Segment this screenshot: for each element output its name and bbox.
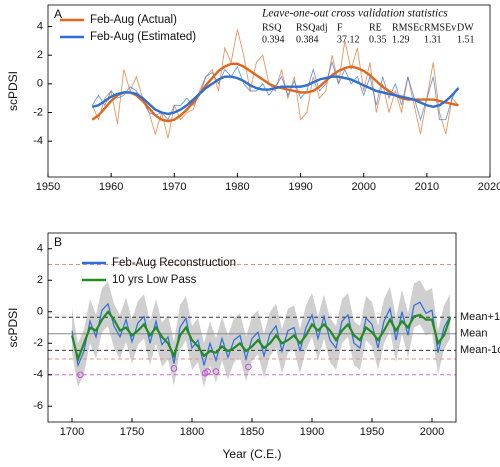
stats-title: Leave-one-out cross validation statistic… <box>261 8 448 20</box>
legend-label: Feb-Aug Reconstruction <box>112 257 236 269</box>
y-axis-label: scPDSI <box>6 307 20 347</box>
legend-label: 10 yrs Low Pass <box>112 274 197 286</box>
stats-value: 1.29 <box>392 34 410 45</box>
y-tick-label: 0 <box>37 306 43 318</box>
legend-label: Feb-Aug (Estimated) <box>90 31 196 43</box>
panel-label: B <box>54 235 62 249</box>
y-tick-label: 0 <box>37 78 43 90</box>
series-line <box>91 29 459 139</box>
y-tick-label: -4 <box>33 369 43 381</box>
x-tick-label: 1800 <box>180 426 204 438</box>
stats-value: 1.51 <box>457 34 475 45</box>
legend-label: Feb-Aug (Actual) <box>90 14 177 26</box>
series-line <box>70 309 452 363</box>
stats-header: RSQadj <box>296 22 328 33</box>
stats-value: 0.35 <box>369 34 387 45</box>
reference-label: Mean-1σ <box>460 344 500 356</box>
y-tick-label: 2 <box>37 274 43 286</box>
stats-header: DW <box>457 22 474 33</box>
reference-label: Mean+1σ <box>460 311 500 323</box>
x-tick-label: 1990 <box>288 181 312 193</box>
stats-value: 0.394 <box>262 34 285 45</box>
x-tick-label: 1960 <box>99 181 123 193</box>
plot-frame <box>47 4 491 178</box>
y-axis-label: scPDSI <box>6 71 20 111</box>
x-tick-label: 1950 <box>36 181 60 193</box>
drought-marker <box>212 368 220 375</box>
stats-value: 37.12 <box>337 34 360 45</box>
smoothed-line <box>91 75 460 116</box>
stats-header: RMSEc <box>392 22 424 33</box>
x-tick-label: 1850 <box>240 426 264 438</box>
x-tick-label: 2000 <box>351 181 375 193</box>
x-tick-label: 1700 <box>60 426 84 438</box>
y-tick-label: -2 <box>33 106 43 118</box>
stats-value: 1.31 <box>424 34 442 45</box>
y-tick-label: 2 <box>37 49 43 61</box>
x-tick-label: 2000 <box>420 426 444 438</box>
x-tick-label: 1970 <box>162 181 186 193</box>
x-tick-label: 1980 <box>225 181 249 193</box>
stats-header: RSQ <box>262 22 282 33</box>
y-tick-label: -6 <box>33 400 43 412</box>
y-tick-label: -4 <box>33 135 43 147</box>
x-tick-label: 2010 <box>415 181 439 193</box>
stats-header: F <box>337 22 343 33</box>
stats-header: RE <box>369 22 382 33</box>
stats-header: RMSEv <box>424 22 456 33</box>
drought-marker <box>245 363 252 371</box>
x-tick-label: 1750 <box>120 426 144 438</box>
x-tick-label: 1950 <box>360 426 384 438</box>
drought-marker <box>170 365 178 372</box>
x-axis-label: Year (C.E.) <box>223 447 282 461</box>
stats-value: 0.384 <box>296 34 319 45</box>
drought-marker <box>204 368 211 375</box>
x-tick-label: 2020 <box>478 181 500 193</box>
x-tick-label: 1900 <box>300 426 324 438</box>
drought-marker <box>77 371 84 379</box>
reference-label: Mean <box>460 328 488 340</box>
panel-label: A <box>54 7 62 21</box>
y-tick-label: 4 <box>37 243 43 255</box>
y-tick-label: -2 <box>33 337 43 349</box>
y-tick-label: 4 <box>37 20 43 32</box>
smoothed-line <box>91 62 459 123</box>
